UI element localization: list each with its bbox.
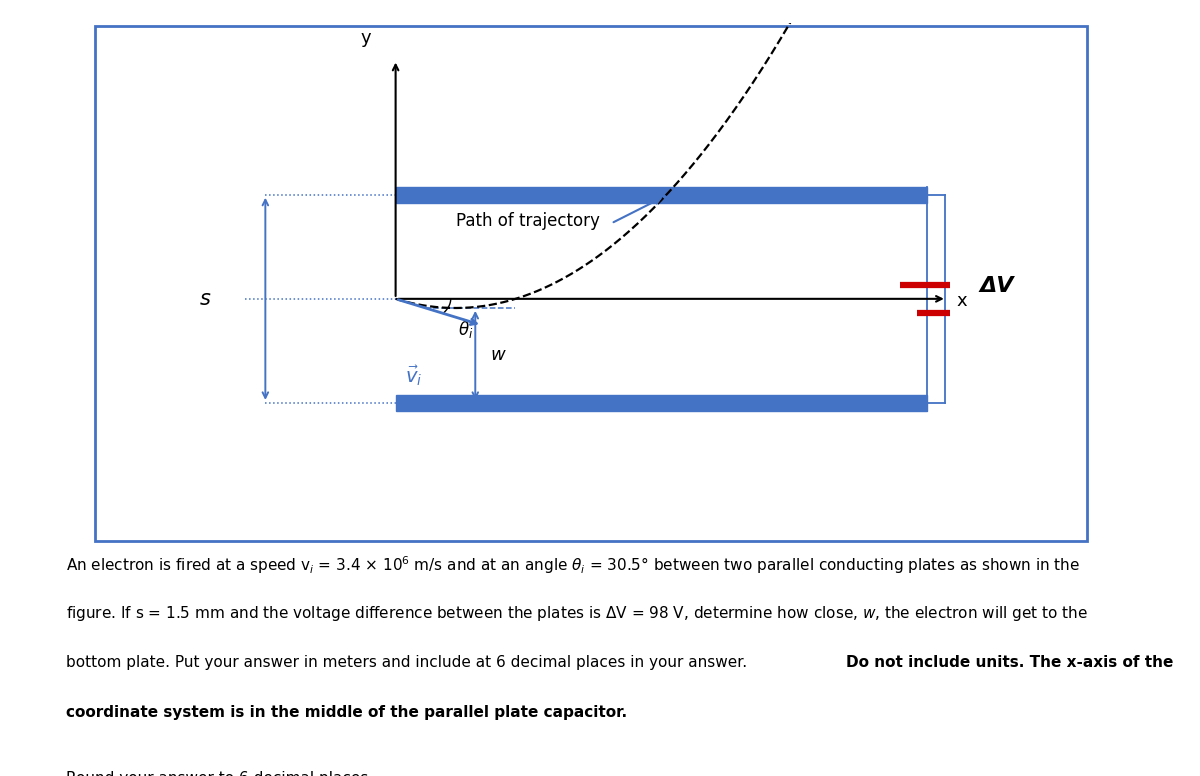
Text: Path of trajectory: Path of trajectory bbox=[456, 212, 600, 230]
Text: w: w bbox=[491, 346, 505, 365]
Text: An electron is fired at a speed v$_i$ = 3.4 $\times$ 10$^6$ m/s and at an angle : An electron is fired at a speed v$_i$ = … bbox=[66, 554, 1080, 576]
Text: ...: ... bbox=[1106, 16, 1134, 40]
Text: x: x bbox=[956, 293, 967, 310]
Text: $\theta_i$: $\theta_i$ bbox=[457, 319, 473, 340]
Text: Round your answer to 6 decimal places.: Round your answer to 6 decimal places. bbox=[66, 771, 373, 776]
Text: Do not include units. The x-axis of the: Do not include units. The x-axis of the bbox=[846, 655, 1174, 670]
Text: figure. If s = 1.5 mm and the voltage difference between the plates is $\Delta$V: figure. If s = 1.5 mm and the voltage di… bbox=[66, 605, 1088, 623]
Text: y: y bbox=[360, 29, 371, 47]
Text: ΔV: ΔV bbox=[979, 275, 1014, 296]
Text: bottom plate. Put your answer in meters and include at 6 decimal places in your : bottom plate. Put your answer in meters … bbox=[66, 655, 752, 670]
Text: $\vec{v}_i$: $\vec{v}_i$ bbox=[404, 364, 422, 388]
Bar bbox=[396, 187, 926, 203]
Text: coordinate system is in the middle of the parallel plate capacitor.: coordinate system is in the middle of th… bbox=[66, 705, 628, 720]
Text: s: s bbox=[199, 289, 211, 309]
Bar bbox=[396, 395, 926, 411]
